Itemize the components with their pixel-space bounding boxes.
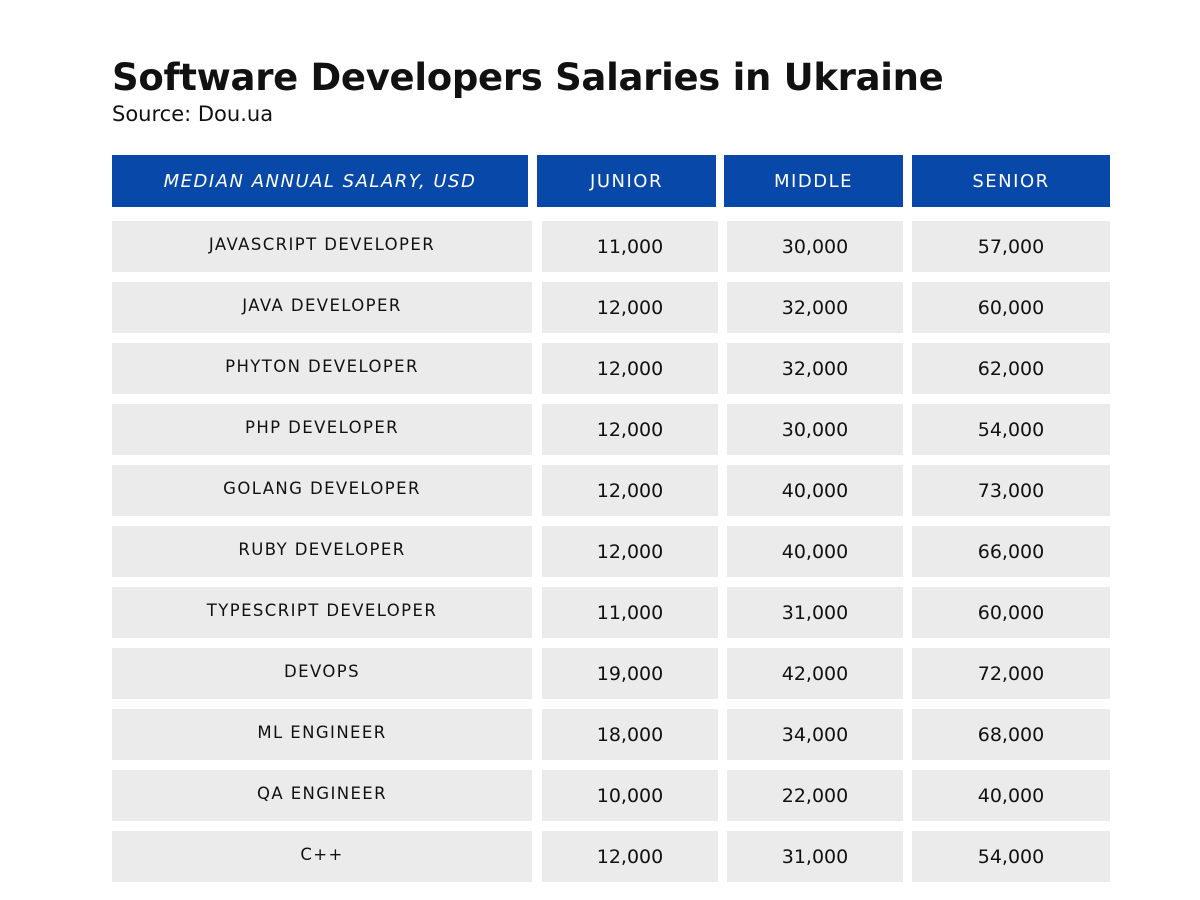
junior-salary-cell: 12,000 — [542, 526, 718, 577]
junior-salary-cell: 12,000 — [542, 831, 718, 882]
senior-salary-cell: 60,000 — [912, 282, 1110, 333]
role-cell: GOLANG DEVELOPER — [112, 465, 532, 516]
middle-salary-cell: 32,000 — [727, 282, 903, 333]
role-cell: C++ — [112, 831, 532, 882]
middle-salary-cell: 40,000 — [727, 526, 903, 577]
header-junior: JUNIOR — [537, 155, 716, 207]
role-cell: TYPESCRIPT DEVELOPER — [112, 587, 532, 638]
senior-salary-cell: 68,000 — [912, 709, 1110, 760]
header-senior: SENIOR — [912, 155, 1110, 207]
source-caption: Source: Dou.ua — [112, 102, 274, 126]
role-cell: DEVOPS — [112, 648, 532, 699]
page-title: Software Developers Salaries in Ukraine — [112, 56, 944, 99]
role-cell: ML ENGINEER — [112, 709, 532, 760]
middle-salary-cell: 32,000 — [727, 343, 903, 394]
header-salary-label: MEDIAN ANNUAL SALARY, USD — [112, 155, 528, 207]
role-cell: PHP DEVELOPER — [112, 404, 532, 455]
header-middle: MIDDLE — [724, 155, 903, 207]
role-cell: QA ENGINEER — [112, 770, 532, 821]
junior-salary-cell: 10,000 — [542, 770, 718, 821]
middle-salary-cell: 31,000 — [727, 587, 903, 638]
junior-salary-cell: 19,000 — [542, 648, 718, 699]
senior-salary-cell: 40,000 — [912, 770, 1110, 821]
junior-salary-cell: 12,000 — [542, 404, 718, 455]
role-cell: PHYTON DEVELOPER — [112, 343, 532, 394]
role-cell: JAVASCRIPT DEVELOPER — [112, 221, 532, 272]
middle-salary-cell: 40,000 — [727, 465, 903, 516]
middle-salary-cell: 30,000 — [727, 404, 903, 455]
senior-salary-cell: 66,000 — [912, 526, 1110, 577]
junior-salary-cell: 12,000 — [542, 282, 718, 333]
senior-salary-cell: 57,000 — [912, 221, 1110, 272]
junior-salary-cell: 11,000 — [542, 221, 718, 272]
senior-salary-cell: 62,000 — [912, 343, 1110, 394]
junior-salary-cell: 11,000 — [542, 587, 718, 638]
junior-salary-cell: 18,000 — [542, 709, 718, 760]
middle-salary-cell: 22,000 — [727, 770, 903, 821]
role-cell: RUBY DEVELOPER — [112, 526, 532, 577]
senior-salary-cell: 60,000 — [912, 587, 1110, 638]
middle-salary-cell: 30,000 — [727, 221, 903, 272]
middle-salary-cell: 42,000 — [727, 648, 903, 699]
senior-salary-cell: 73,000 — [912, 465, 1110, 516]
senior-salary-cell: 54,000 — [912, 831, 1110, 882]
senior-salary-cell: 54,000 — [912, 404, 1110, 455]
middle-salary-cell: 34,000 — [727, 709, 903, 760]
senior-salary-cell: 72,000 — [912, 648, 1110, 699]
junior-salary-cell: 12,000 — [542, 465, 718, 516]
middle-salary-cell: 31,000 — [727, 831, 903, 882]
role-cell: JAVA DEVELOPER — [112, 282, 532, 333]
junior-salary-cell: 12,000 — [542, 343, 718, 394]
